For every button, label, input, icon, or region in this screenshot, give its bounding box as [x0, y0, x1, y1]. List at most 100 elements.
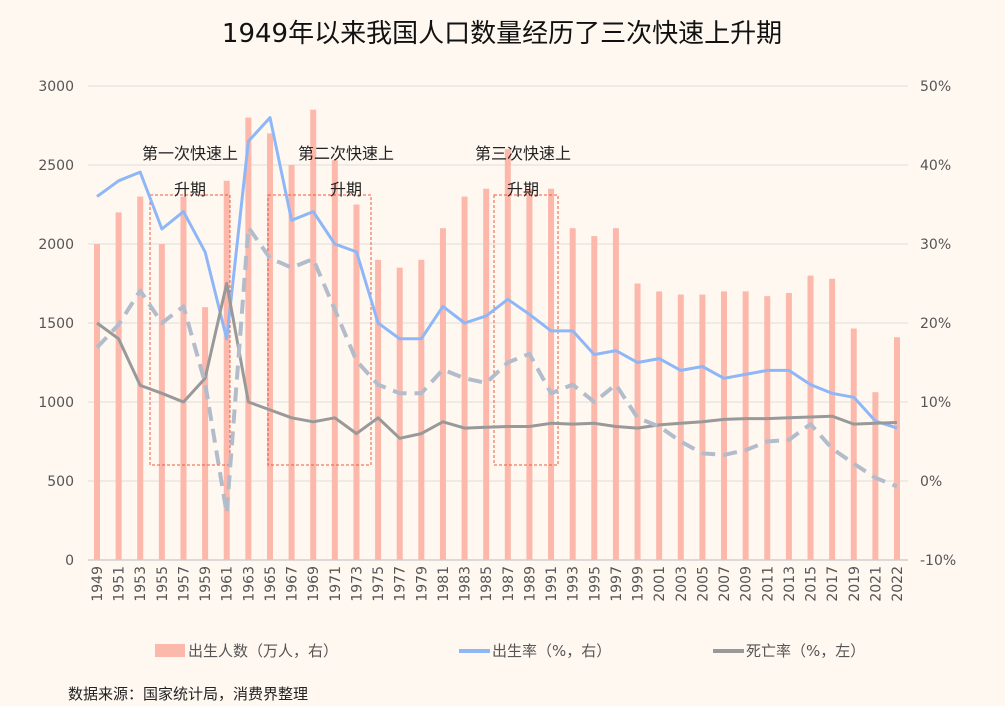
annotation-box [493, 194, 559, 466]
x-tick-label: 1965 [263, 566, 279, 602]
bar [245, 117, 252, 560]
annotation-box [149, 194, 231, 466]
bar [569, 228, 576, 560]
left-tick-label: 2000 [38, 237, 74, 253]
right-tick-label: 50% [920, 79, 951, 95]
bar [115, 212, 122, 560]
bar [137, 196, 144, 560]
bar [483, 188, 490, 560]
x-tick-label: 2001 [652, 566, 668, 602]
x-tick-label: 1989 [522, 566, 538, 602]
bar [439, 228, 446, 560]
x-tick-label: 1953 [133, 566, 149, 602]
bar [353, 204, 360, 560]
x-tick-label: 1949 [90, 566, 106, 602]
bar [504, 149, 511, 560]
bar [94, 244, 100, 560]
x-tick-label: 1969 [306, 566, 322, 602]
x-tick-label: 1961 [220, 566, 236, 602]
x-tick-label: 1997 [609, 566, 625, 602]
bar [158, 244, 165, 560]
bar [591, 236, 598, 560]
source-note: 数据来源：国家统计局，消费界整理 [68, 685, 308, 703]
bar [526, 188, 533, 560]
x-tick-label: 2017 [825, 566, 841, 602]
bar [829, 278, 836, 560]
annotation-boxes [149, 194, 559, 466]
bar [180, 196, 187, 560]
legend-swatch-births [155, 644, 185, 657]
bar [850, 328, 857, 560]
right-axis: -10% 0% 10% 20% 30% 40% 50% [920, 79, 956, 569]
x-tick-label: 2013 [782, 566, 798, 602]
annotation-label: 升期 [330, 180, 362, 199]
left-tick-label: 2500 [38, 158, 74, 174]
bar [677, 294, 684, 560]
x-tick-label: 1959 [198, 566, 214, 602]
right-tick-label: -10% [920, 553, 956, 569]
left-tick-label: 500 [47, 474, 74, 490]
legend-label: 死亡率（%，左） [746, 642, 865, 660]
bar [548, 188, 555, 560]
bar [418, 259, 425, 560]
x-tick-label: 2007 [717, 566, 733, 602]
x-tick-label: 1983 [458, 566, 474, 602]
right-tick-label: 40% [920, 158, 951, 174]
x-tick-label: 1993 [566, 566, 582, 602]
x-tick-label: 2021 [868, 566, 884, 602]
left-tick-label: 3000 [38, 79, 74, 95]
x-tick-label: 1985 [479, 566, 495, 602]
x-tick-label: 1973 [349, 566, 365, 602]
x-tick-label: 1999 [631, 566, 647, 602]
bar [634, 283, 641, 560]
bar [266, 133, 273, 560]
bar [894, 337, 900, 560]
annotation-label: 升期 [507, 180, 539, 199]
x-tick-label: 1951 [112, 566, 128, 602]
x-axis: 1949 1951 1953 1955 1957 1959 1961 1963 1965 1967… [90, 566, 906, 602]
x-tick-label: 1957 [176, 566, 192, 602]
death-rate-line [96, 282, 898, 440]
right-tick-label: 20% [920, 316, 951, 332]
bar [764, 296, 771, 560]
x-tick-label: 1987 [501, 566, 517, 602]
left-tick-label: 1000 [38, 395, 74, 411]
x-tick-label: 1967 [285, 566, 301, 602]
bar [612, 228, 619, 560]
annotation-label: 第二次快速上 [298, 144, 394, 163]
bar [310, 109, 317, 560]
right-tick-label: 10% [920, 395, 951, 411]
x-tick-label: 1963 [241, 566, 257, 602]
bar [202, 307, 209, 560]
annotation-label: 升期 [174, 180, 206, 199]
x-tick-label: 1975 [371, 566, 387, 602]
x-tick-label: 2022 [890, 566, 906, 602]
dashed-line-series [95, 225, 898, 516]
annotation-box [267, 194, 372, 466]
x-tick-label: 2003 [674, 566, 690, 602]
right-tick-label: 0% [920, 474, 942, 490]
x-tick-label: 2015 [804, 566, 820, 602]
bar [331, 160, 338, 560]
bar [742, 291, 749, 560]
annotation-label: 第一次快速上 [142, 144, 238, 163]
x-tick-label: 1995 [587, 566, 603, 602]
bar [785, 292, 792, 560]
x-tick-label: 2005 [695, 566, 711, 602]
x-tick-label: 1977 [393, 566, 409, 602]
left-tick-label: 0 [65, 553, 74, 569]
x-tick-label: 2019 [847, 566, 863, 602]
legend-label: 出生率（%，右） [492, 642, 611, 660]
legend-label: 出生人数（万人，右） [188, 642, 338, 660]
x-tick-label: 1991 [544, 566, 560, 602]
bar [699, 294, 706, 560]
bar [461, 196, 468, 560]
x-tick-label: 1955 [155, 566, 171, 602]
bar [288, 165, 295, 560]
legend: 出生人数（万人，右） 出生率（%，右） 死亡率（%，左） [155, 642, 865, 660]
left-axis: 0 500 1000 1500 2000 2500 3000 [38, 79, 74, 569]
annotation-label: 第三次快速上 [475, 144, 571, 163]
x-tick-label: 1981 [436, 566, 452, 602]
